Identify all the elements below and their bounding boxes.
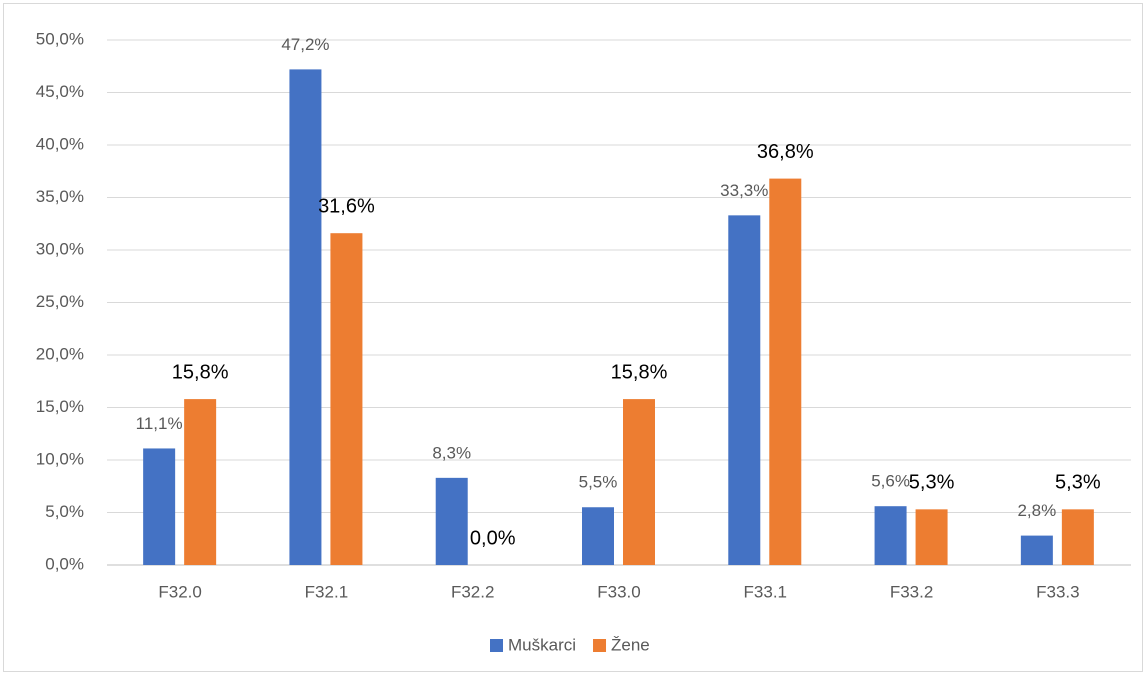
- x-tick-label: F32.2: [451, 582, 494, 601]
- value-label: 11,1%: [136, 414, 183, 433]
- x-tick-label: F33.2: [890, 582, 933, 601]
- legend-swatch: [490, 639, 503, 652]
- y-tick-label: 5,0%: [45, 502, 84, 521]
- bar: [330, 233, 363, 565]
- bar: [728, 215, 761, 565]
- value-label: 15,8%: [172, 361, 229, 383]
- bar: [1061, 509, 1094, 565]
- x-tick-label: F32.1: [305, 582, 348, 601]
- y-tick-label: 20,0%: [36, 344, 84, 363]
- value-label: 36,8%: [757, 141, 814, 163]
- legend-swatch: [593, 639, 607, 652]
- value-label: 5,5%: [579, 473, 618, 492]
- bar: [874, 506, 907, 565]
- bar: [184, 399, 217, 565]
- value-label: 33,3%: [720, 181, 768, 200]
- bar: [435, 477, 468, 565]
- y-tick-label: 35,0%: [36, 187, 84, 206]
- chart-border: [3, 3, 1143, 672]
- value-label: 5,3%: [1055, 472, 1101, 494]
- value-label: 15,8%: [611, 361, 668, 383]
- legend-label: Žene: [611, 635, 650, 654]
- bar: [289, 69, 322, 566]
- x-tick-label: F33.3: [1036, 582, 1079, 601]
- x-tick-label: F32.0: [158, 582, 201, 601]
- bar: [143, 448, 176, 565]
- y-tick-label: 10,0%: [36, 449, 84, 468]
- bar: [582, 507, 614, 565]
- value-label: 47,2%: [281, 35, 329, 54]
- value-label: 2,8%: [1017, 501, 1056, 520]
- value-label: 31,6%: [318, 195, 375, 217]
- legend-label: Muškarci: [508, 635, 576, 654]
- value-label: 0,0%: [470, 527, 516, 549]
- y-tick-label: 25,0%: [36, 292, 84, 311]
- x-tick-label: F33.1: [744, 582, 787, 601]
- value-label: 8,3%: [432, 443, 471, 462]
- y-tick-label: 45,0%: [36, 82, 84, 101]
- value-label: 5,6%: [871, 472, 910, 491]
- y-tick-label: 0,0%: [45, 554, 84, 573]
- y-tick-label: 30,0%: [36, 239, 84, 258]
- bar: [915, 509, 948, 565]
- x-tick-label: F33.0: [597, 582, 640, 601]
- bar: [769, 178, 802, 565]
- y-tick-label: 15,0%: [36, 397, 84, 416]
- y-tick-label: 50,0%: [36, 29, 84, 48]
- y-tick-label: 40,0%: [36, 134, 84, 153]
- value-label: 5,3%: [909, 472, 955, 494]
- bar: [623, 399, 655, 565]
- bar: [1020, 535, 1053, 565]
